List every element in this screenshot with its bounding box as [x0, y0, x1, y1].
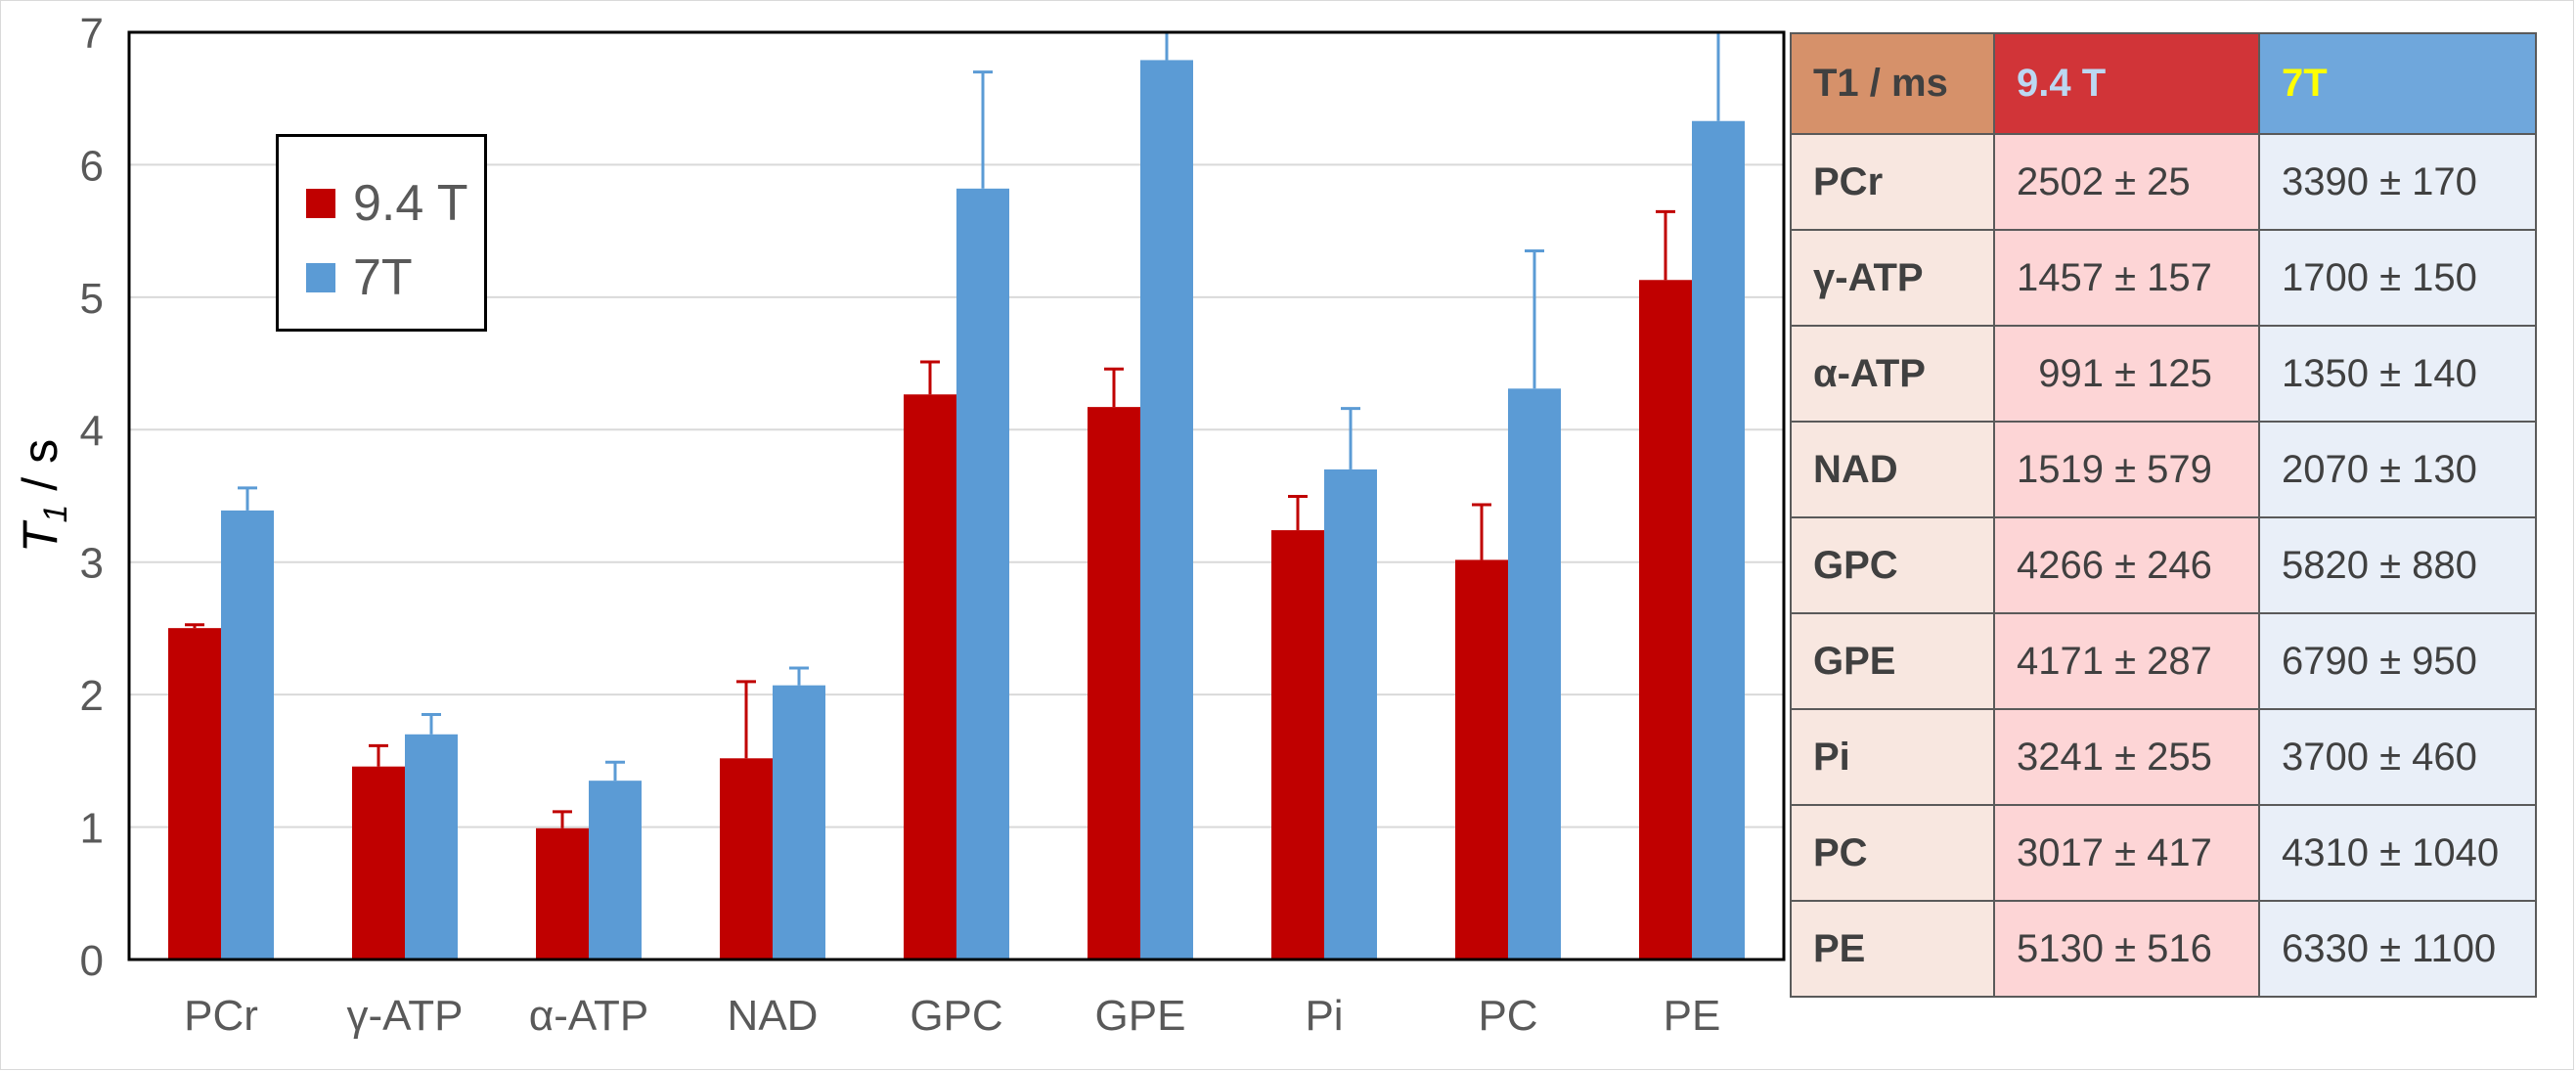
metabolite-cell: PC: [1790, 804, 1995, 902]
value-cell: 4310 ± 1040: [2258, 804, 2537, 902]
bar: [1140, 60, 1193, 960]
x-tick-label: PC: [1478, 992, 1537, 1040]
bar: [589, 781, 642, 960]
table-row: α-ATP 991 ± 125 1350 ± 140: [1790, 325, 2537, 423]
x-tick-label: PE: [1664, 992, 1721, 1040]
table-row: PE 5130 ± 516 6330 ± 1100: [1790, 900, 2537, 998]
legend: 9.4 T 7T: [276, 134, 487, 332]
svg-text:T1 / s: T1 / s: [13, 439, 74, 553]
value-cell: 6330 ± 1100: [2258, 900, 2537, 998]
y-tick-label: 4: [80, 407, 104, 455]
y-tick-label: 5: [80, 275, 104, 323]
metabolite-cell: PCr: [1790, 133, 1995, 231]
legend-label: 7T: [353, 249, 413, 306]
bar: [1692, 120, 1745, 960]
table-row: PCr 2502 ± 25 3390 ± 170: [1790, 133, 2537, 231]
table-header-cell: 7T: [2258, 32, 2537, 135]
legend-label: 9.4 T: [353, 175, 468, 232]
bar: [904, 394, 956, 960]
bar: [1271, 530, 1324, 960]
bar: [773, 685, 825, 960]
value-cell: 1519 ± 579: [1993, 421, 2260, 518]
value-cell: 3700 ± 460: [2258, 708, 2537, 806]
t1-table: T1 / ms 9.4 T 7T PCr 2502 ± 25 3390 ± 170 γ-AT…: [1790, 32, 2537, 998]
x-tick-labels: PCr γ-ATP α-ATP NAD GPC GPE Pi PC PE: [184, 992, 1720, 1040]
bar: [1508, 388, 1561, 960]
bar: [1639, 280, 1692, 960]
value-cell: 4171 ± 287: [1993, 612, 2260, 710]
bar: [720, 758, 773, 960]
bar: [1088, 407, 1140, 960]
bar: [536, 827, 589, 960]
table-row: NAD 1519 ± 579 2070 ± 130: [1790, 421, 2537, 518]
bars: [168, 60, 1745, 960]
bar: [405, 734, 458, 960]
x-tick-label: GPE: [1095, 992, 1186, 1040]
table-row: GPC 4266 ± 246 5820 ± 880: [1790, 516, 2537, 614]
x-tick-label: Pi: [1305, 992, 1343, 1040]
table-header-cell: 9.4 T: [1993, 32, 2260, 135]
metabolite-cell: γ-ATP: [1790, 229, 1995, 327]
bar-chart: 0 1 2 3 4 5 6 7 PCr γ-ATP α-ATP NAD GPC GPE Pi PC PE T1…: [13, 10, 1786, 1040]
y-tick-label: 1: [80, 805, 104, 853]
bar: [352, 766, 405, 960]
table-row: GPE 4171 ± 287 6790 ± 950: [1790, 612, 2537, 710]
x-tick-label: γ-ATP: [347, 992, 464, 1040]
value-cell: 5130 ± 516: [1993, 900, 2260, 998]
table-row: γ-ATP 1457 ± 157 1700 ± 150: [1790, 229, 2537, 327]
bar: [168, 628, 221, 960]
bar: [956, 188, 1009, 960]
metabolite-cell: NAD: [1790, 421, 1995, 518]
value-cell: 3241 ± 255: [1993, 708, 2260, 806]
legend-swatch: [306, 263, 335, 292]
bar: [221, 510, 274, 960]
table-row: Pi 3241 ± 255 3700 ± 460: [1790, 708, 2537, 806]
metabolite-cell: PE: [1790, 900, 1995, 998]
value-cell: 1350 ± 140: [2258, 325, 2537, 423]
x-tick-label: PCr: [184, 992, 258, 1040]
metabolite-cell: α-ATP: [1790, 325, 1995, 423]
value-cell: 1457 ± 157: [1993, 229, 2260, 327]
value-cell: 6790 ± 950: [2258, 612, 2537, 710]
legend-item-9-4t: 9.4 T: [306, 178, 468, 229]
legend-item-7t: 7T: [306, 252, 413, 303]
value-cell: 2070 ± 130: [2258, 421, 2537, 518]
x-tick-label: GPC: [910, 992, 1002, 1040]
table-header-cell: T1 / ms: [1790, 32, 1995, 135]
y-tick-label: 6: [80, 142, 104, 190]
y-tick-label: 2: [80, 672, 104, 720]
value-cell: 1700 ± 150: [2258, 229, 2537, 327]
y-tick-labels: 0 1 2 3 4 5 6 7: [80, 10, 104, 985]
value-cell: 991 ± 125: [1993, 325, 2260, 423]
value-cell: 4266 ± 246: [1993, 516, 2260, 614]
error-bars: [185, 30, 1728, 828]
y-tick-label: 3: [80, 540, 104, 588]
table-row: PC 3017 ± 417 4310 ± 1040: [1790, 804, 2537, 902]
x-tick-label: α-ATP: [529, 992, 648, 1040]
value-cell: 3017 ± 417: [1993, 804, 2260, 902]
table-header-row: T1 / ms 9.4 T 7T: [1790, 32, 2537, 135]
metabolite-cell: GPE: [1790, 612, 1995, 710]
plot-area-border: [127, 30, 1786, 961]
value-cell: 3390 ± 170: [2258, 133, 2537, 231]
value-cell: 5820 ± 880: [2258, 516, 2537, 614]
bar: [1455, 559, 1508, 960]
metabolite-cell: GPC: [1790, 516, 1995, 614]
y-axis-label: T1 / s: [13, 439, 74, 553]
x-tick-label: NAD: [728, 992, 819, 1040]
legend-swatch: [306, 189, 335, 218]
value-cell: 2502 ± 25: [1993, 133, 2260, 231]
y-tick-label: 0: [80, 937, 104, 985]
y-tick-label: 7: [80, 10, 104, 58]
bar: [1324, 469, 1377, 960]
metabolite-cell: Pi: [1790, 708, 1995, 806]
